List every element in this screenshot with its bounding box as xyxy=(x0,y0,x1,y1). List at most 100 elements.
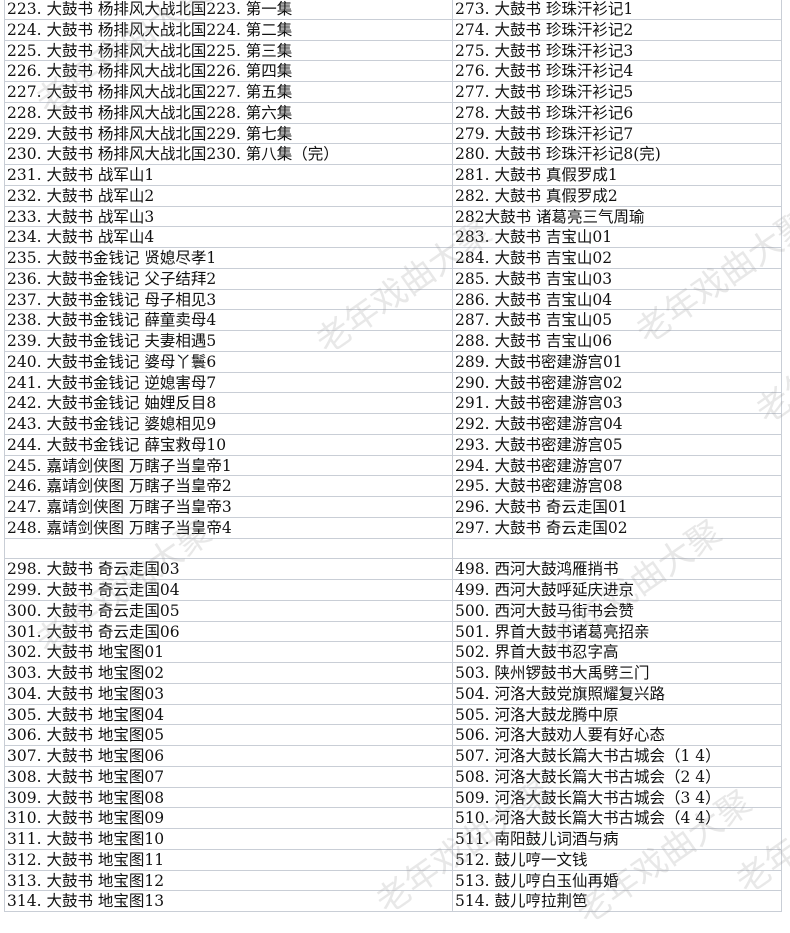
left-cell[interactable]: 314. 大鼓书 地宝图13 xyxy=(4,891,452,912)
table-row: 245. 嘉靖剑侠图 万瞎子当皇帝1 294. 大鼓书密建游宫07 xyxy=(4,455,782,477)
left-cell[interactable]: 237. 大鼓书金钱记 母子相见3 xyxy=(4,289,452,311)
right-cell[interactable]: 295. 大鼓书密建游宫08 xyxy=(452,476,782,497)
right-cell[interactable]: 284. 大鼓书 吉宝山02 xyxy=(452,248,782,269)
table-row: 313. 大鼓书 地宝图12 513. 鼓儿哼白玉仙再婚 xyxy=(4,870,782,892)
left-cell[interactable]: 238. 大鼓书金钱记 薛童卖母4 xyxy=(4,310,452,331)
left-cell[interactable]: 234. 大鼓书 战军山4 xyxy=(4,227,452,248)
right-cell[interactable]: 513. 鼓儿哼白玉仙再婚 xyxy=(452,870,782,892)
left-cell[interactable]: 227. 大鼓书 杨排风大战北国227. 第五集 xyxy=(4,82,452,103)
right-cell[interactable]: 512. 鼓儿哼一文钱 xyxy=(452,849,782,871)
right-cell[interactable]: 292. 大鼓书密建游宫04 xyxy=(452,414,782,435)
left-cell[interactable]: 247. 嘉靖剑侠图 万瞎子当皇帝3 xyxy=(4,497,452,518)
right-cell[interactable]: 289. 大鼓书密建游宫01 xyxy=(452,351,782,373)
table-row: 303. 大鼓书 地宝图02 503. 陕州锣鼓书大禹劈三门 xyxy=(4,663,782,684)
left-cell[interactable]: 310. 大鼓书 地宝图09 xyxy=(4,808,452,829)
left-cell[interactable]: 225. 大鼓书 杨排风大战北国225. 第三集 xyxy=(4,40,452,62)
right-cell[interactable]: 274. 大鼓书 珍珠汗衫记2 xyxy=(452,19,782,41)
left-cell[interactable]: 311. 大鼓书 地宝图10 xyxy=(4,829,452,850)
right-cell[interactable]: 279. 大鼓书 珍珠汗衫记7 xyxy=(452,123,782,145)
left-cell[interactable]: 224. 大鼓书 杨排风大战北国224. 第二集 xyxy=(4,19,452,41)
table-row: 234. 大鼓书 战军山4 283. 大鼓书 吉宝山01 xyxy=(4,227,782,248)
right-cell[interactable]: 277. 大鼓书 珍珠汗衫记5 xyxy=(452,82,782,103)
right-cell[interactable]: 275. 大鼓书 珍珠汗衫记3 xyxy=(452,40,782,62)
left-cell[interactable]: 223. 大鼓书 杨排风大战北国223. 第一集 xyxy=(4,0,452,20)
left-cell[interactable]: 301. 大鼓书 奇云走国06 xyxy=(4,621,452,643)
left-cell[interactable]: 308. 大鼓书 地宝图07 xyxy=(4,766,452,788)
right-cell[interactable]: 507. 河洛大鼓长篇大书古城会（1 4） xyxy=(452,746,782,767)
right-cell[interactable]: 294. 大鼓书密建游宫07 xyxy=(452,455,782,477)
right-cell[interactable] xyxy=(452,538,782,560)
left-cell[interactable]: 243. 大鼓书金钱记 婆媳相见9 xyxy=(4,414,452,435)
right-cell[interactable]: 510. 河洛大鼓长篇大书古城会（4 4） xyxy=(452,808,782,829)
right-cell[interactable]: 514. 鼓儿哼拉荆笆 xyxy=(452,891,782,912)
right-cell[interactable]: 503. 陕州锣鼓书大禹劈三门 xyxy=(452,663,782,684)
left-cell[interactable]: 246. 嘉靖剑侠图 万瞎子当皇帝2 xyxy=(4,476,452,497)
left-cell[interactable]: 304. 大鼓书 地宝图03 xyxy=(4,683,452,705)
left-cell[interactable]: 233. 大鼓书 战军山3 xyxy=(4,206,452,228)
left-cell[interactable]: 229. 大鼓书 杨排风大战北国229. 第七集 xyxy=(4,123,452,145)
right-cell[interactable]: 281. 大鼓书 真假罗成1 xyxy=(452,165,782,186)
left-cell[interactable]: 303. 大鼓书 地宝图02 xyxy=(4,663,452,684)
right-cell[interactable]: 282大鼓书 诸葛亮三气周瑜 xyxy=(452,206,782,228)
right-cell[interactable]: 291. 大鼓书密建游宫03 xyxy=(452,393,782,414)
right-cell[interactable]: 273. 大鼓书 珍珠汗衫记1 xyxy=(452,0,782,20)
right-cell[interactable]: 506. 河洛大鼓劝人要有好心态 xyxy=(452,725,782,746)
left-cell[interactable]: 228. 大鼓书 杨排风大战北国228. 第六集 xyxy=(4,102,452,124)
left-cell[interactable]: 298. 大鼓书 奇云走国03 xyxy=(4,559,452,580)
right-cell[interactable]: 505. 河洛大鼓龙腾中原 xyxy=(452,704,782,726)
right-cell[interactable]: 498. 西河大鼓鸿雁捎书 xyxy=(452,559,782,580)
right-cell[interactable]: 297. 大鼓书 奇云走国02 xyxy=(452,517,782,539)
left-cell[interactable]: 313. 大鼓书 地宝图12 xyxy=(4,870,452,892)
left-cell[interactable]: 244. 大鼓书金钱记 薛宝救母10 xyxy=(4,434,452,456)
left-cell[interactable]: 239. 大鼓书金钱记 夫妻相遇5 xyxy=(4,331,452,352)
right-cell[interactable]: 280. 大鼓书 珍珠汗衫记8(完) xyxy=(452,144,782,165)
right-cell[interactable]: 283. 大鼓书 吉宝山01 xyxy=(452,227,782,248)
left-cell[interactable]: 231. 大鼓书 战军山1 xyxy=(4,165,452,186)
left-cell[interactable]: 302. 大鼓书 地宝图01 xyxy=(4,642,452,663)
left-cell[interactable]: 240. 大鼓书金钱记 婆母丫鬟6 xyxy=(4,351,452,373)
left-cell[interactable]: 242. 大鼓书金钱记 妯娌反目8 xyxy=(4,393,452,414)
left-cell[interactable]: 232. 大鼓书 战军山2 xyxy=(4,185,452,207)
left-cell[interactable]: 312. 大鼓书 地宝图11 xyxy=(4,849,452,871)
table-row: 306. 大鼓书 地宝图05 506. 河洛大鼓劝人要有好心态 xyxy=(4,725,782,746)
left-cell[interactable]: 300. 大鼓书 奇云走国05 xyxy=(4,600,452,622)
table-row: 240. 大鼓书金钱记 婆母丫鬟6 289. 大鼓书密建游宫01 xyxy=(4,351,782,373)
right-cell[interactable]: 501. 界首大鼓书诸葛亮招亲 xyxy=(452,621,782,643)
left-cell[interactable]: 230. 大鼓书 杨排风大战北国230. 第八集（完） xyxy=(4,144,452,165)
left-cell[interactable] xyxy=(4,538,452,560)
left-cell[interactable]: 235. 大鼓书金钱记 贤媳尽孝1 xyxy=(4,248,452,269)
left-cell[interactable]: 305. 大鼓书 地宝图04 xyxy=(4,704,452,726)
right-cell[interactable]: 508. 河洛大鼓长篇大书古城会（2 4） xyxy=(452,766,782,788)
right-cell[interactable]: 293. 大鼓书密建游宫05 xyxy=(452,434,782,456)
right-cell[interactable]: 287. 大鼓书 吉宝山05 xyxy=(452,310,782,331)
left-cell[interactable]: 248. 嘉靖剑侠图 万瞎子当皇帝4 xyxy=(4,517,452,539)
left-cell[interactable]: 299. 大鼓书 奇云走国04 xyxy=(4,580,452,601)
left-cell[interactable]: 236. 大鼓书金钱记 父子结拜2 xyxy=(4,268,452,290)
right-cell[interactable]: 282. 大鼓书 真假罗成2 xyxy=(452,185,782,207)
table-row xyxy=(4,538,782,560)
right-cell[interactable]: 286. 大鼓书 吉宝山04 xyxy=(452,289,782,311)
left-cell[interactable]: 309. 大鼓书 地宝图08 xyxy=(4,787,452,809)
table-row: 224. 大鼓书 杨排风大战北国224. 第二集 274. 大鼓书 珍珠汗衫记2 xyxy=(4,19,782,41)
table-row: 298. 大鼓书 奇云走国03 498. 西河大鼓鸿雁捎书 xyxy=(4,559,782,580)
right-cell[interactable]: 504. 河洛大鼓党旗照耀复兴路 xyxy=(452,683,782,705)
right-cell[interactable]: 296. 大鼓书 奇云走国01 xyxy=(452,497,782,518)
left-cell[interactable]: 241. 大鼓书金钱记 逆媳害母7 xyxy=(4,372,452,394)
right-cell[interactable]: 276. 大鼓书 珍珠汗衫记4 xyxy=(452,61,782,82)
right-cell[interactable]: 509. 河洛大鼓长篇大书古城会（3 4） xyxy=(452,787,782,809)
left-cell[interactable]: 226. 大鼓书 杨排风大战北国226. 第四集 xyxy=(4,61,452,82)
table-row: 312. 大鼓书 地宝图11 512. 鼓儿哼一文钱 xyxy=(4,849,782,871)
right-cell[interactable]: 278. 大鼓书 珍珠汗衫记6 xyxy=(452,102,782,124)
left-cell[interactable]: 307. 大鼓书 地宝图06 xyxy=(4,746,452,767)
right-cell[interactable]: 500. 西河大鼓马街书会赞 xyxy=(452,600,782,622)
right-cell[interactable]: 499. 西河大鼓呼延庆进京 xyxy=(452,580,782,601)
right-cell[interactable]: 502. 界首大鼓书忍字高 xyxy=(452,642,782,663)
right-cell[interactable]: 290. 大鼓书密建游宫02 xyxy=(452,372,782,394)
table-row: 237. 大鼓书金钱记 母子相见3 286. 大鼓书 吉宝山04 xyxy=(4,289,782,311)
left-cell[interactable]: 245. 嘉靖剑侠图 万瞎子当皇帝1 xyxy=(4,455,452,477)
right-cell[interactable]: 511. 南阳鼓儿词酒与病 xyxy=(452,829,782,850)
table-row: 230. 大鼓书 杨排风大战北国230. 第八集（完） 280. 大鼓书 珍珠汗衫… xyxy=(4,144,782,165)
right-cell[interactable]: 288. 大鼓书 吉宝山06 xyxy=(452,331,782,352)
left-cell[interactable]: 306. 大鼓书 地宝图05 xyxy=(4,725,452,746)
right-cell[interactable]: 285. 大鼓书 吉宝山03 xyxy=(452,268,782,290)
